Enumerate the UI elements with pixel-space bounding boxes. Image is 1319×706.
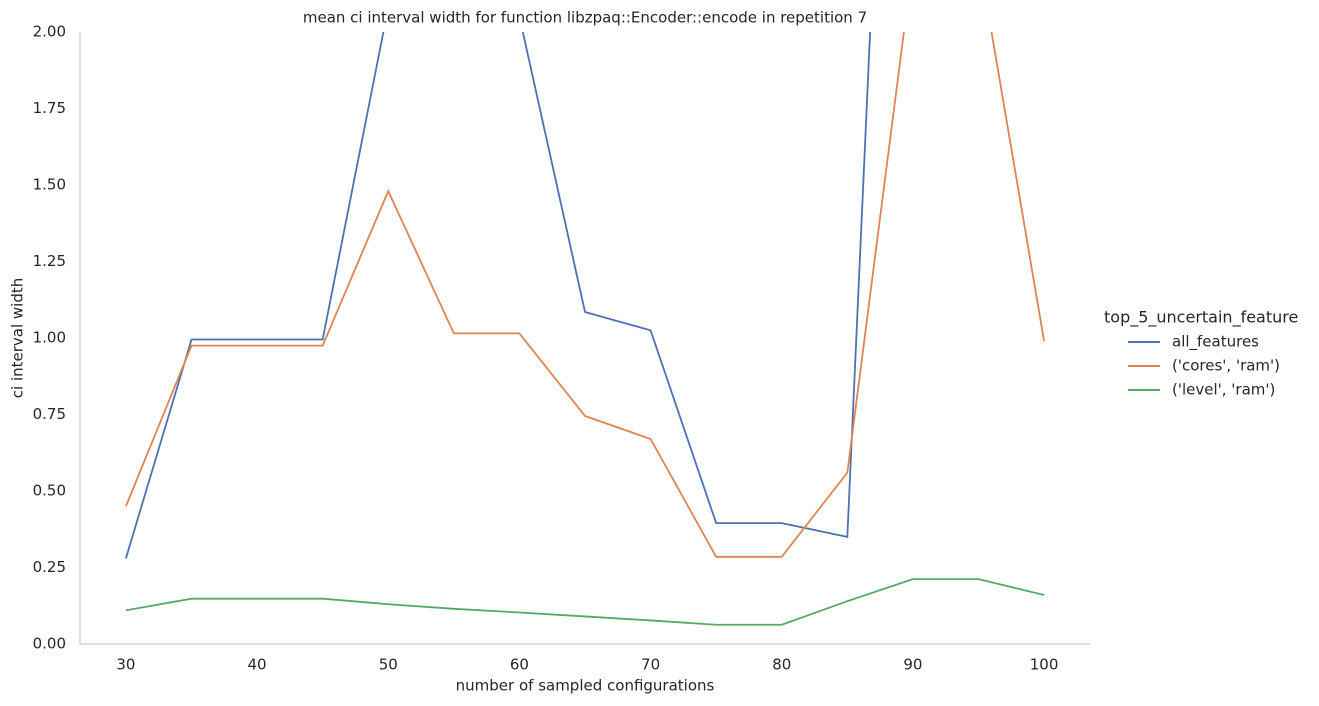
y-tick-label: 0.25 (33, 558, 66, 576)
x-tick-label: 100 (1030, 656, 1059, 674)
y-tick-label: 0.50 (33, 482, 66, 500)
legend-label: ('cores', 'ram') (1172, 357, 1280, 375)
x-tick-label: 50 (379, 656, 398, 674)
y-tick-label: 1.50 (33, 176, 66, 194)
chart-title: mean ci interval width for function libz… (303, 9, 867, 27)
y-tick-label: 0.00 (33, 635, 66, 653)
series-line (125, 578, 1045, 626)
series-line (125, 32, 1045, 558)
x-tick-label: 30 (116, 656, 135, 674)
y-tick-label: 0.75 (33, 405, 66, 423)
x-axis-label: number of sampled configurations (456, 677, 715, 695)
legend-label: ('level', 'ram') (1172, 381, 1275, 399)
y-tick-label: 2.00 (33, 23, 66, 41)
y-tick-label: 1.25 (33, 252, 66, 270)
legend-title: top_5_uncertain_feature (1104, 308, 1298, 328)
legend-label: all_features (1172, 333, 1259, 352)
y-tick-label: 1.75 (33, 99, 66, 117)
plot-area (125, 32, 1045, 626)
x-tick-label: 40 (248, 656, 267, 674)
series-line (125, 32, 872, 559)
x-tick-label: 60 (510, 656, 529, 674)
x-tick-label: 70 (641, 656, 660, 674)
x-tick-label: 90 (903, 656, 922, 674)
y-tick-label: 1.00 (33, 329, 66, 347)
y-axis-label: ci interval width (9, 278, 27, 398)
x-tick-label: 80 (772, 656, 791, 674)
